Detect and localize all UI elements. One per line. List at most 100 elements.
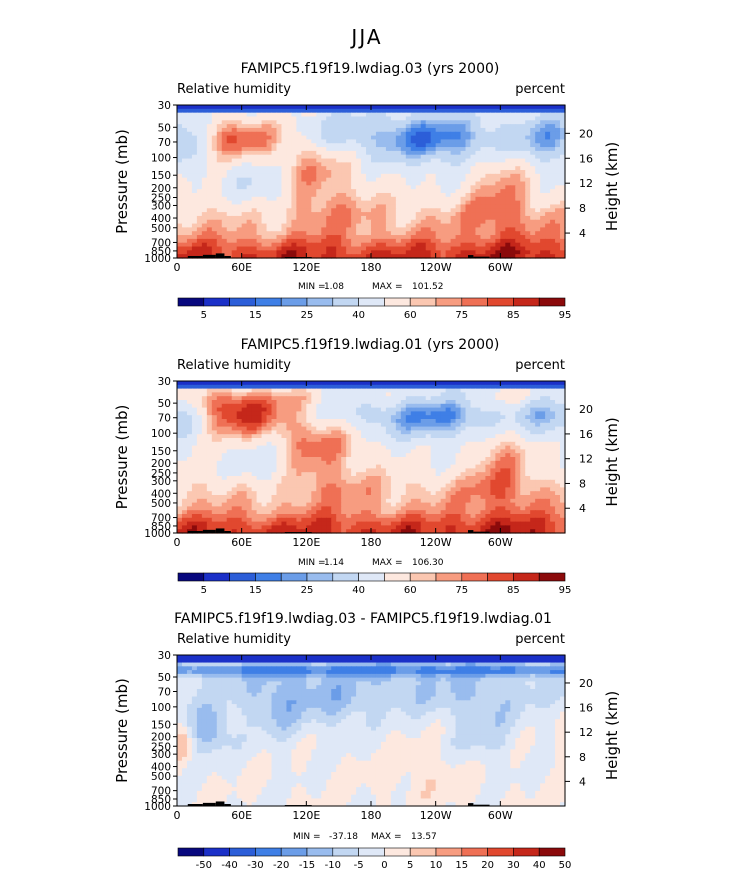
- field-cell: [251, 154, 258, 160]
- field-cell: [440, 150, 447, 156]
- field-cell: [435, 147, 442, 152]
- field-cell: [311, 396, 317, 401]
- field-cell: [465, 143, 472, 148]
- field-cell: [281, 246, 288, 251]
- field-cell: [465, 403, 472, 409]
- field-cell: [485, 415, 491, 420]
- field-cell: [560, 189, 566, 194]
- field-cell: [271, 403, 278, 409]
- field-cell: [301, 158, 307, 163]
- field-cell: [405, 460, 412, 466]
- field-cell: [316, 150, 322, 156]
- field-cell: [371, 411, 377, 416]
- field-cell: [440, 154, 447, 160]
- field-cell: [291, 231, 297, 236]
- field-cell: [460, 235, 467, 240]
- field-cell: [261, 150, 268, 156]
- field-cell: [356, 438, 362, 443]
- field-cell: [440, 170, 447, 175]
- field-cell: [555, 426, 561, 431]
- pressure-tick-label: 1000: [144, 253, 171, 265]
- field-cell: [500, 173, 506, 179]
- field-cell: [201, 120, 208, 125]
- field-cell: [211, 422, 218, 428]
- field-cell: [326, 147, 332, 152]
- field-cell: [550, 208, 556, 213]
- field-cell: [286, 381, 293, 386]
- field-cell: [256, 120, 263, 125]
- field-cell: [331, 381, 337, 386]
- field-cell: [326, 411, 332, 416]
- field-cell: [201, 112, 208, 118]
- field-cell: [500, 208, 506, 213]
- field-cell: [201, 185, 208, 190]
- field-cell: [191, 430, 198, 435]
- field-cell: [390, 181, 397, 186]
- field-cell: [445, 449, 452, 454]
- field-cell: [351, 124, 357, 129]
- field-cell: [420, 235, 427, 240]
- field-cell: [236, 231, 243, 236]
- field-cell: [256, 381, 263, 386]
- field-cell: [545, 227, 551, 232]
- field-cell: [395, 143, 402, 148]
- field-cell: [326, 154, 332, 160]
- field-cell: [341, 147, 347, 152]
- field-cell: [256, 108, 263, 114]
- field-cell: [560, 208, 566, 213]
- field-cell: [400, 124, 407, 129]
- field-cell: [276, 124, 283, 129]
- field-cell: [550, 422, 556, 428]
- field-cell: [336, 219, 342, 225]
- field-cell: [371, 192, 377, 198]
- field-cell: [261, 438, 268, 443]
- field-cell: [445, 238, 452, 244]
- field-cell: [361, 212, 367, 217]
- field-cell: [256, 177, 263, 183]
- field-cell: [395, 127, 402, 133]
- field-cell: [455, 177, 462, 183]
- field-cell: [500, 411, 506, 416]
- field-cell: [465, 200, 472, 206]
- field-cell: [331, 215, 337, 221]
- field-cell: [515, 177, 521, 183]
- field-cell: [351, 135, 357, 141]
- field-cell: [306, 445, 312, 450]
- field-cell: [425, 185, 432, 190]
- field-cell: [440, 430, 447, 435]
- field-cell: [415, 200, 422, 206]
- field-cell: [251, 208, 258, 213]
- field-cell: [560, 396, 566, 401]
- field-cell: [380, 419, 387, 424]
- field-cell: [515, 242, 521, 248]
- field-cell: [420, 189, 427, 194]
- field-cell: [485, 200, 491, 206]
- field-cell: [410, 112, 417, 118]
- field-cell: [470, 116, 477, 121]
- field-cell: [281, 143, 288, 148]
- field-cell: [231, 464, 238, 469]
- field-cell: [191, 384, 198, 390]
- field-cell: [286, 150, 293, 156]
- field-cell: [405, 464, 412, 469]
- field-cell: [425, 147, 432, 152]
- field-cell: [500, 396, 506, 401]
- field-cell: [495, 108, 501, 114]
- field-cell: [361, 242, 367, 248]
- field-cell: [455, 231, 462, 236]
- field-cell: [495, 196, 501, 202]
- field-cell: [395, 422, 402, 428]
- field-cell: [385, 154, 392, 160]
- field-cell: [475, 219, 482, 225]
- field-cell: [380, 124, 387, 129]
- field-cell: [555, 246, 561, 251]
- field-cell: [236, 460, 243, 466]
- field-cell: [540, 170, 546, 175]
- field-cell: [236, 235, 243, 240]
- field-cell: [276, 219, 283, 225]
- field-cell: [395, 154, 402, 160]
- field-cell: [326, 449, 332, 454]
- field-cell: [425, 158, 432, 163]
- field-cell: [316, 438, 322, 443]
- field-cell: [226, 116, 233, 121]
